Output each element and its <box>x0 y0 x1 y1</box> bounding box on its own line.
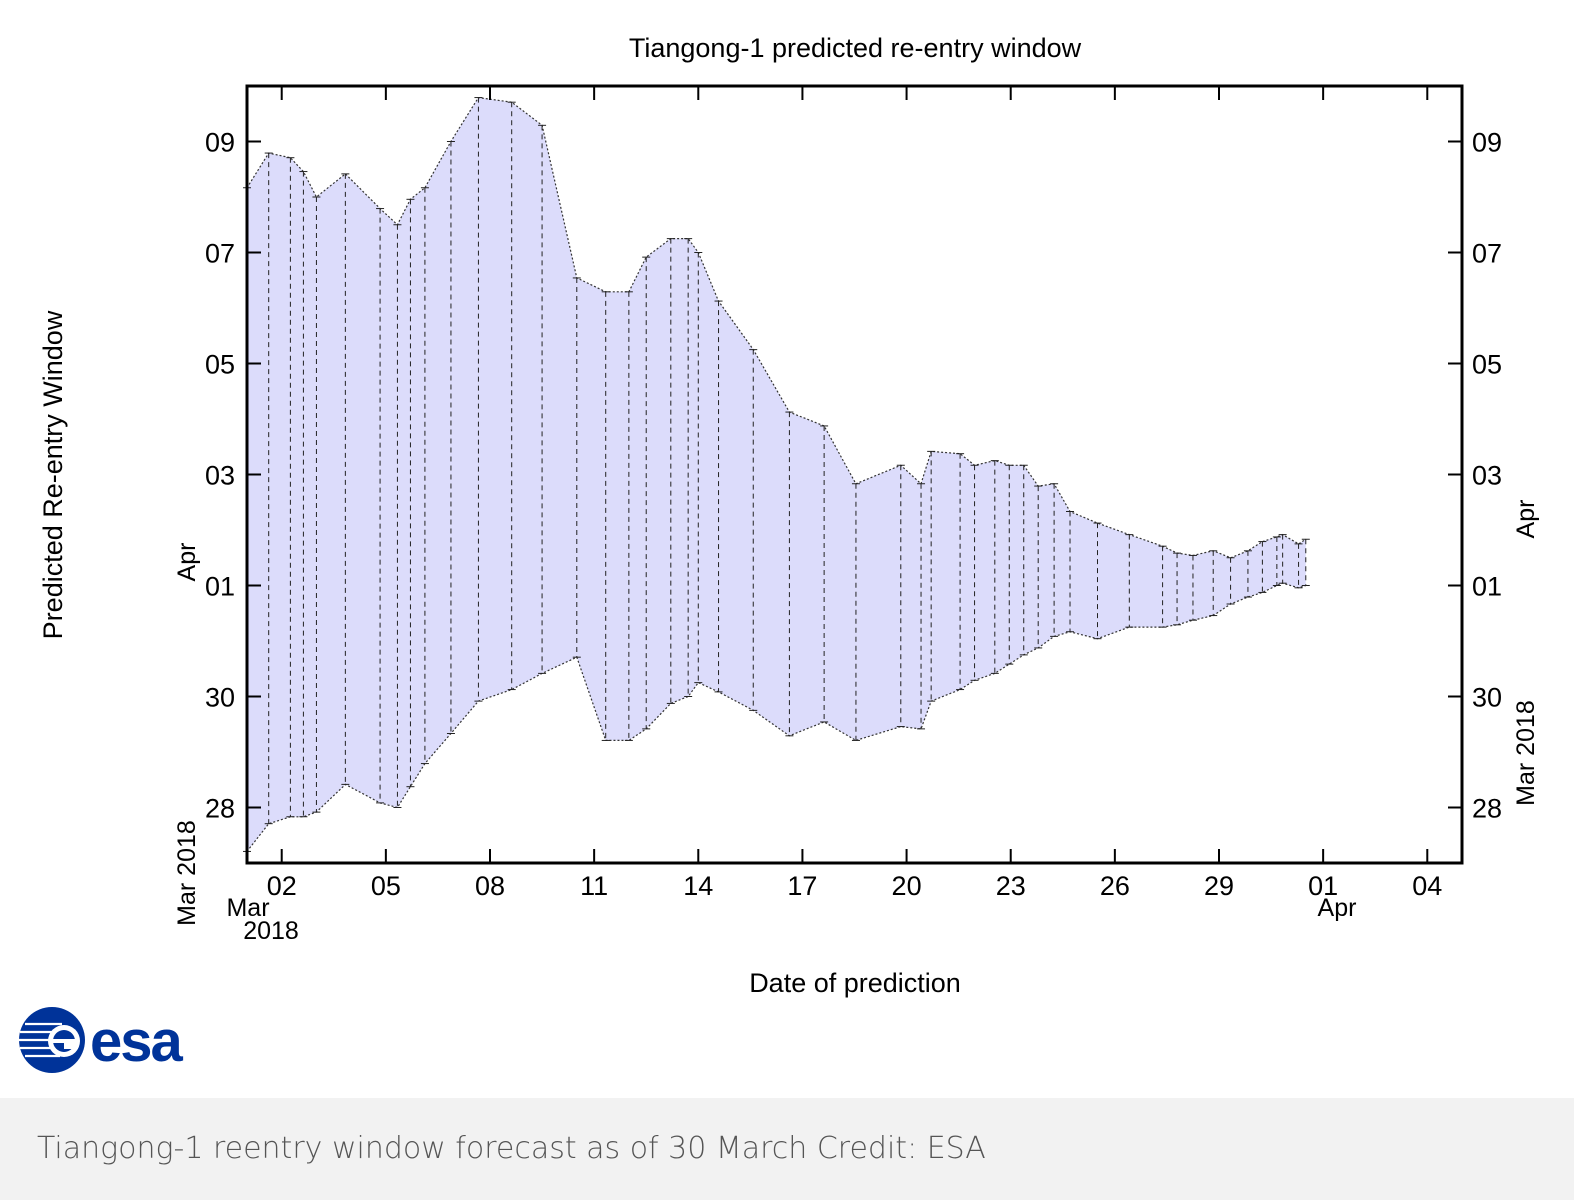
x-tick-label: 02 <box>267 871 297 901</box>
y-tick-label-left: 01 <box>205 572 235 602</box>
y-tick-label-right: 30 <box>1472 683 1502 713</box>
x-tick-label: 08 <box>475 871 505 901</box>
y-tick-label-left: 03 <box>205 461 235 491</box>
y-tick-label-right: 01 <box>1472 572 1502 602</box>
y-tick-label-left: 07 <box>205 239 235 269</box>
x-tick-label: 14 <box>683 871 713 901</box>
x-tick-label: 26 <box>1100 871 1130 901</box>
x-month-label-apr: Apr <box>1318 894 1357 922</box>
x-tick-label: 23 <box>996 871 1026 901</box>
x-tick-label: 29 <box>1204 871 1234 901</box>
x-axis-label: Date of prediction <box>749 968 961 998</box>
y-left-month-mar: Mar 2018 <box>173 820 201 926</box>
y-right-month-mar: Mar 2018 <box>1512 700 1540 806</box>
esa-logo-emblem <box>18 1007 85 1073</box>
y-tick-label-left: 05 <box>205 350 235 380</box>
y-tick-label-right: 03 <box>1472 461 1502 491</box>
y-tick-label-right: 05 <box>1472 350 1502 380</box>
x-month-label-mar: Mar <box>226 894 269 922</box>
x-tick-label: 01 <box>1308 871 1338 901</box>
caption-bar: Tiangong-1 reentry window forecast as of… <box>0 1098 1574 1200</box>
esa-logo: esa <box>18 1007 186 1074</box>
y-tick-label-right: 09 <box>1472 128 1502 158</box>
x-tick-label: 11 <box>580 871 608 901</box>
y-axis-label: Predicted Re-entry Window <box>38 310 68 639</box>
chart-title: Tiangong-1 predicted re-entry window <box>629 33 1082 63</box>
y-tick-label-right: 07 <box>1472 239 1502 269</box>
x-tick-label: 04 <box>1412 871 1442 901</box>
reentry-window-chart: Tiangong-1 predicted re-entry window 02 0… <box>38 33 1540 998</box>
y-tick-label-left: 30 <box>205 683 235 713</box>
lower-bound-line <box>246 582 1306 852</box>
y-tick-label-left: 09 <box>205 128 235 158</box>
y-tick-label-left: 28 <box>205 794 235 824</box>
x-year-label: 2018 <box>243 917 299 945</box>
y-left-month-apr: Apr <box>173 543 201 582</box>
x-tick-label: 17 <box>787 871 817 901</box>
reentry-window-area <box>247 97 1306 852</box>
caption-text: Tiangong-1 reentry window forecast as of… <box>37 1131 986 1166</box>
y-right-month-apr: Apr <box>1512 500 1540 539</box>
y-tick-label-right: 28 <box>1472 794 1502 824</box>
x-tick-label: 20 <box>892 871 922 901</box>
esa-logo-text: esa <box>90 1009 184 1074</box>
x-tick-label: 05 <box>371 871 401 901</box>
